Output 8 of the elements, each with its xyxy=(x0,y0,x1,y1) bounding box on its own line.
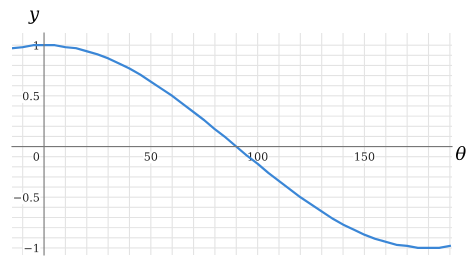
x-axis-title: θ xyxy=(456,146,466,160)
y-tick-label: −1 xyxy=(24,244,38,252)
y-tick-label: 0.5 xyxy=(22,92,40,100)
x-tick-label: 0 xyxy=(34,152,40,161)
x-tick-label: 150 xyxy=(355,152,374,161)
y-tick-label: −0.5 xyxy=(14,193,40,202)
y-axis-title: y xyxy=(28,10,40,24)
x-tick-label: 50 xyxy=(144,152,158,161)
